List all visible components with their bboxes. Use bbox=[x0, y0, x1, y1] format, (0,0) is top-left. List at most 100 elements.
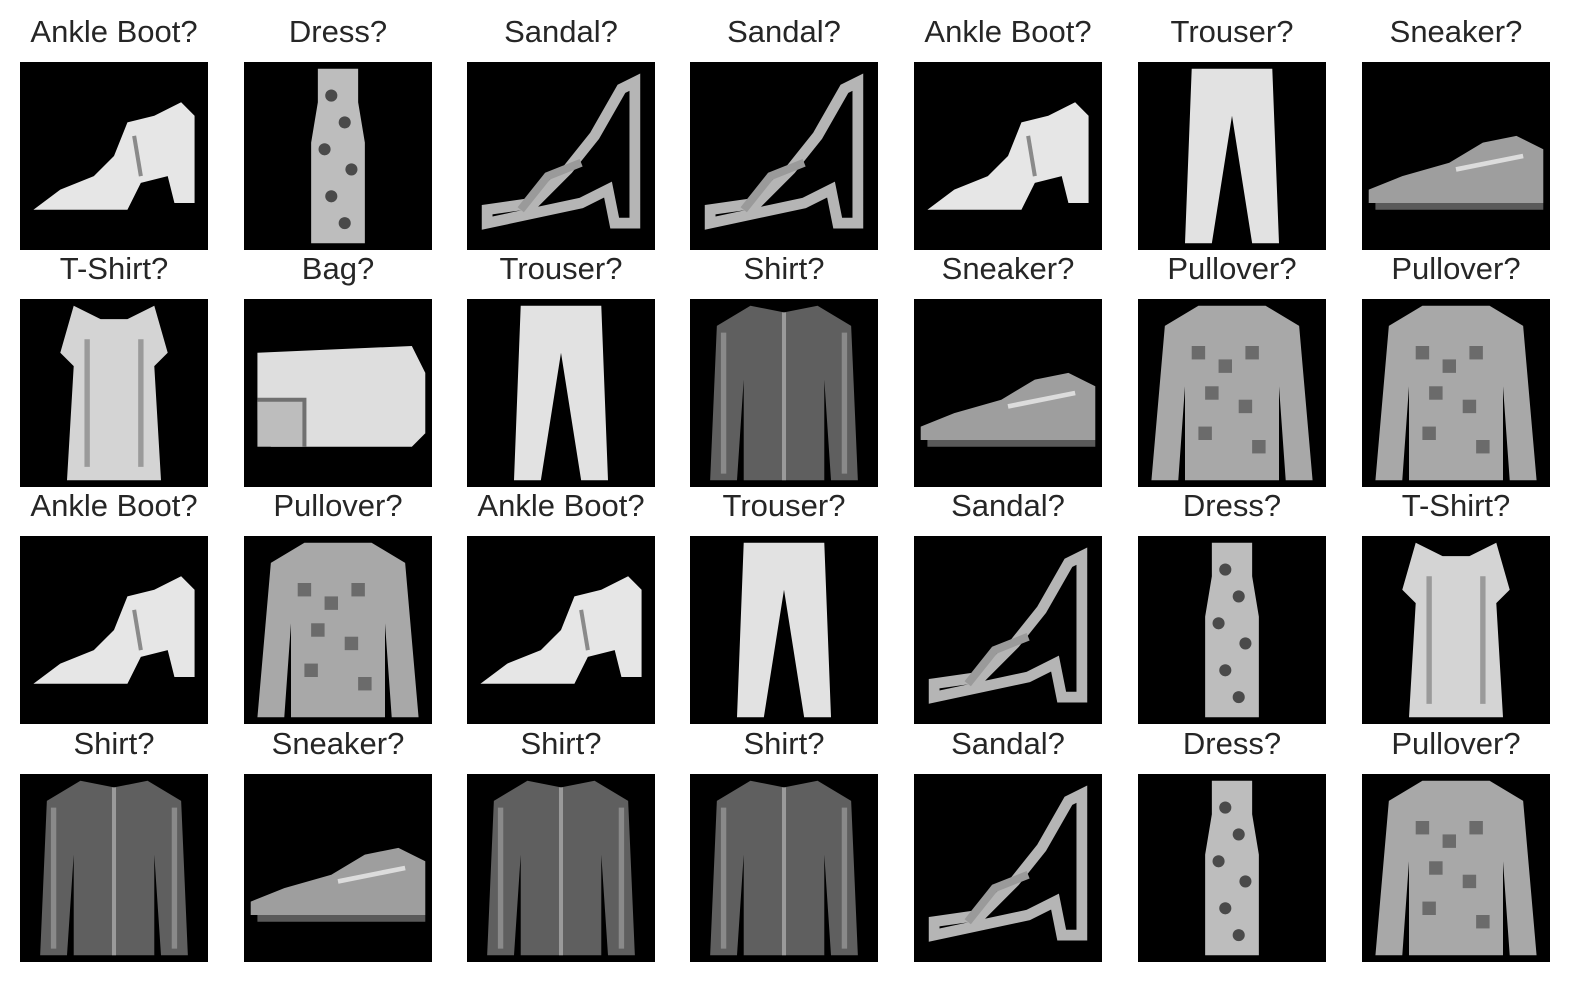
t-shirt-image bbox=[20, 299, 208, 487]
pullover-icon bbox=[1362, 299, 1550, 487]
tile-label: Sandal? bbox=[504, 14, 618, 49]
tile-label: Trouser? bbox=[499, 251, 623, 286]
grid-cell: Sneaker? bbox=[244, 719, 432, 962]
grid-cell: Pullover? bbox=[1138, 244, 1326, 487]
sandal-icon bbox=[914, 774, 1102, 962]
tile-label: Ankle Boot? bbox=[924, 14, 1092, 49]
tile-label: Bag? bbox=[301, 251, 375, 286]
tile-label: Trouser? bbox=[722, 488, 846, 523]
shirt-image bbox=[690, 774, 878, 962]
dress-image bbox=[1138, 536, 1326, 724]
sandal-icon bbox=[467, 62, 655, 250]
ankle-boot-image bbox=[20, 62, 208, 250]
trouser-image bbox=[690, 536, 878, 724]
ankle-boot-image bbox=[914, 62, 1102, 250]
grid-cell: Pullover? bbox=[1362, 244, 1550, 487]
dress-icon bbox=[1138, 536, 1326, 724]
grid-cell: Sandal? bbox=[690, 7, 878, 250]
tile-label: Dress? bbox=[1182, 488, 1282, 523]
sandal-icon bbox=[914, 536, 1102, 724]
grid-cell: T-Shirt? bbox=[1362, 481, 1550, 724]
tile-label: Ankle Boot? bbox=[477, 488, 645, 523]
grid-cell: Shirt? bbox=[467, 719, 655, 962]
grid-cell: Trouser? bbox=[1138, 7, 1326, 250]
pullover-image bbox=[1138, 299, 1326, 487]
shirt-icon bbox=[690, 299, 878, 487]
pullover-image bbox=[1362, 774, 1550, 962]
grid-cell: Shirt? bbox=[20, 719, 208, 962]
shirt-image bbox=[467, 774, 655, 962]
tile-label: Dress? bbox=[1182, 726, 1282, 761]
sneaker-image bbox=[914, 299, 1102, 487]
grid-cell: T-Shirt? bbox=[20, 244, 208, 487]
dress-icon bbox=[244, 62, 432, 250]
sneaker-image bbox=[244, 774, 432, 962]
tile-label: Sneaker? bbox=[941, 251, 1075, 286]
grid-cell: Dress? bbox=[1138, 719, 1326, 962]
grid-cell: Pullover? bbox=[1362, 719, 1550, 962]
trouser-icon bbox=[690, 536, 878, 724]
tile-label: Ankle Boot? bbox=[30, 488, 198, 523]
sandal-image bbox=[914, 774, 1102, 962]
shirt-image bbox=[690, 299, 878, 487]
grid-cell: Sneaker? bbox=[1362, 7, 1550, 250]
tile-label: Pullover? bbox=[1167, 251, 1297, 286]
tile-label: T-Shirt? bbox=[1401, 488, 1511, 523]
shirt-icon bbox=[690, 774, 878, 962]
sneaker-image bbox=[1362, 62, 1550, 250]
trouser-icon bbox=[1138, 62, 1326, 250]
ankle-boot-icon bbox=[914, 62, 1102, 250]
grid-cell: Ankle Boot? bbox=[20, 7, 208, 250]
grid-cell: Sandal? bbox=[467, 7, 655, 250]
ankle-boot-image bbox=[20, 536, 208, 724]
dress-icon bbox=[1138, 774, 1326, 962]
pullover-image bbox=[244, 536, 432, 724]
bag-image bbox=[244, 299, 432, 487]
grid-cell: Shirt? bbox=[690, 244, 878, 487]
shirt-icon bbox=[20, 774, 208, 962]
grid-cell: Ankle Boot? bbox=[467, 481, 655, 724]
ankle-boot-icon bbox=[467, 536, 655, 724]
tile-label: T-Shirt? bbox=[59, 251, 169, 286]
tile-label: Sneaker? bbox=[271, 726, 405, 761]
tile-label: Sandal? bbox=[727, 14, 841, 49]
tile-label: Pullover? bbox=[273, 488, 403, 523]
sandal-image bbox=[690, 62, 878, 250]
sneaker-icon bbox=[1362, 62, 1550, 250]
sneaker-icon bbox=[914, 299, 1102, 487]
pullover-icon bbox=[1138, 299, 1326, 487]
sandal-icon bbox=[690, 62, 878, 250]
grid-cell: Sandal? bbox=[914, 481, 1102, 724]
tile-label: Shirt? bbox=[73, 726, 155, 761]
grid-cell: Shirt? bbox=[690, 719, 878, 962]
trouser-image bbox=[467, 299, 655, 487]
ankle-boot-icon bbox=[20, 536, 208, 724]
t-shirt-icon bbox=[1362, 536, 1550, 724]
tile-label: Pullover? bbox=[1391, 726, 1521, 761]
tile-label: Shirt? bbox=[520, 726, 602, 761]
shirt-icon bbox=[467, 774, 655, 962]
pullover-image bbox=[1362, 299, 1550, 487]
tile-label: Sneaker? bbox=[1389, 14, 1523, 49]
tile-label: Trouser? bbox=[1170, 14, 1294, 49]
t-shirt-image bbox=[1362, 536, 1550, 724]
grid-cell: Dress? bbox=[244, 7, 432, 250]
t-shirt-icon bbox=[20, 299, 208, 487]
sandal-image bbox=[914, 536, 1102, 724]
grid-cell: Sandal? bbox=[914, 719, 1102, 962]
grid-cell: Pullover? bbox=[244, 481, 432, 724]
tile-label: Sandal? bbox=[951, 726, 1065, 761]
dress-image bbox=[1138, 774, 1326, 962]
grid-cell: Trouser? bbox=[690, 481, 878, 724]
trouser-icon bbox=[467, 299, 655, 487]
pullover-icon bbox=[1362, 774, 1550, 962]
grid-cell: Dress? bbox=[1138, 481, 1326, 724]
dress-image bbox=[244, 62, 432, 250]
tile-label: Dress? bbox=[288, 14, 388, 49]
tile-label: Shirt? bbox=[743, 251, 825, 286]
trouser-image bbox=[1138, 62, 1326, 250]
tile-label: Pullover? bbox=[1391, 251, 1521, 286]
grid-cell: Ankle Boot? bbox=[20, 481, 208, 724]
pullover-icon bbox=[244, 536, 432, 724]
